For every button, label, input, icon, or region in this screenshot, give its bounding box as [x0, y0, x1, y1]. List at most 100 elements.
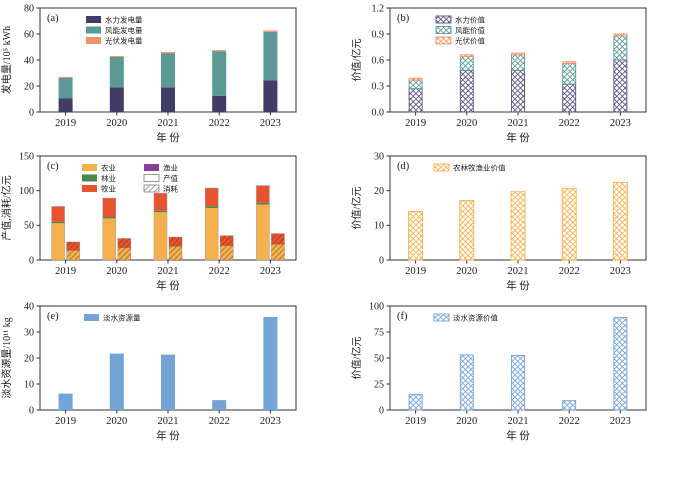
bar-segment — [408, 211, 424, 261]
x-axis-label: 年 份 — [156, 131, 180, 144]
legend-label: 林业 — [101, 173, 116, 183]
legend-label: 消耗 — [163, 184, 178, 194]
bar-segment — [154, 212, 167, 260]
bar-segment — [459, 54, 474, 57]
bar-segment — [66, 241, 80, 251]
y-tick-label: 1.2 — [372, 3, 385, 14]
legend: 淡水资源价值 — [433, 313, 498, 323]
bar-segment — [168, 236, 183, 247]
chart-panel-b: 0.0 0.3 0.6 0.9 1.2 2019 2020 2021 2022 2023 价值/亿元… — [350, 0, 700, 150]
bar-segment — [212, 50, 227, 52]
axes: 0 25 50 75 100 2019 2020 2021 2022 2023 价值/亿元年 份 — [350, 301, 647, 442]
legend-label: 淡水资源量 — [103, 313, 141, 323]
x-tick-label: 2021 — [158, 118, 179, 129]
y-axis-label: 价值/亿元 — [350, 337, 363, 380]
bar-segment — [102, 218, 116, 260]
x-tick-label: 2020 — [106, 416, 127, 427]
bar-segment — [408, 393, 423, 411]
bar-segment — [58, 77, 73, 99]
bar-segment — [511, 354, 525, 411]
axes: 0 10 20 30 40 2019 2020 2021 2022 2023 淡水资源量/10¹¹ … — [0, 301, 297, 442]
x-axis-label: 年 份 — [506, 429, 530, 442]
bar-segment — [212, 51, 227, 96]
bar-segment — [212, 95, 227, 112]
x-tick-label: 2021 — [508, 416, 529, 427]
chart-panel-f: 0 25 50 75 100 2019 2020 2021 2022 2023 价值/亿元年 份 (f… — [350, 298, 700, 448]
y-tick-label: 25 — [374, 379, 384, 390]
legend-label: 渔业 — [163, 163, 178, 173]
x-tick-label: 2021 — [158, 416, 179, 427]
y-axis-label: 淡水资源量/10¹¹ kg — [0, 317, 13, 398]
x-axis-label: 年 份 — [156, 429, 180, 442]
x-tick-label: 2022 — [559, 266, 580, 277]
bar-segment — [256, 202, 270, 205]
x-tick-label: 2022 — [209, 416, 230, 427]
x-axis-label: 年 份 — [506, 279, 530, 292]
bar-segment — [51, 223, 65, 260]
bars — [408, 33, 628, 113]
bar-segment — [263, 80, 278, 112]
chart-c-svg: 0 50 100 150 2019 2020 2021 2022 2023 产值,消耗/亿元年 份… — [0, 151, 297, 292]
bar-segment — [511, 52, 525, 56]
y-tick-label: 50 — [374, 353, 384, 364]
y-tick-label: 150 — [19, 151, 34, 162]
x-tick-label: 2022 — [209, 266, 230, 277]
chart-panel-e: 0 10 20 30 40 2019 2020 2021 2022 2023 淡水资源量/10¹¹ … — [0, 298, 350, 448]
y-tick-label: 50 — [24, 221, 34, 232]
bars — [408, 316, 628, 411]
bar-segment — [271, 233, 285, 245]
bar-segment — [117, 238, 132, 248]
legend-label: 风能发电量 — [105, 25, 143, 35]
bar-segment — [51, 221, 65, 224]
y-tick-label: 100 — [369, 301, 384, 312]
bar-segment — [51, 206, 65, 222]
y-tick-label: 0 — [379, 255, 384, 266]
bar-segment — [510, 191, 526, 261]
bar-segment — [102, 198, 116, 218]
bar-segment — [562, 61, 577, 64]
bar-segment — [109, 353, 124, 410]
y-tick-label: 0 — [379, 405, 384, 416]
y-tick-label: 10 — [24, 379, 34, 390]
x-tick-label: 2020 — [456, 266, 477, 277]
x-tick-label: 2023 — [610, 266, 631, 277]
x-tick-label: 2019 — [405, 416, 426, 427]
x-tick-label: 2023 — [260, 266, 281, 277]
y-tick-label: 75 — [374, 327, 384, 338]
y-axis-label: 发电量/10⁵ kWh — [0, 26, 13, 94]
chart-panel-c: 0 50 100 150 2019 2020 2021 2022 2023 产值,消耗/亿元年 份… — [0, 148, 350, 298]
legend-label: 农林牧渔业价值 — [453, 163, 506, 173]
bar-segment — [219, 235, 234, 246]
bar-segment — [263, 31, 278, 81]
y-tick-label: 10 — [374, 221, 384, 232]
bar-segment — [613, 33, 628, 37]
legend-label: 水力发电量 — [105, 15, 143, 25]
x-tick-label: 2023 — [610, 118, 631, 129]
x-tick-label: 2021 — [508, 118, 529, 129]
x-tick-label: 2020 — [456, 416, 477, 427]
bar-segment — [613, 316, 628, 411]
y-tick-label: 20 — [374, 186, 384, 197]
bar-segment — [612, 181, 628, 261]
panel-label: (c) — [47, 161, 59, 172]
y-axis-label: 价值/亿元 — [350, 187, 363, 230]
bar-segment — [408, 77, 423, 81]
x-tick-label: 2023 — [260, 416, 281, 427]
x-tick-label: 2021 — [508, 266, 529, 277]
x-axis-label: 年 份 — [506, 131, 530, 144]
legend-label: 淡水资源价值 — [453, 313, 498, 323]
chart-e-svg: 0 10 20 30 40 2019 2020 2021 2022 2023 淡水资源量/10¹¹ … — [0, 301, 297, 442]
y-axis-label: 价值/亿元 — [350, 39, 363, 82]
bar-segment — [109, 87, 124, 112]
bars — [51, 185, 285, 261]
y-tick-label: 40 — [24, 301, 34, 312]
bar-segment — [161, 52, 175, 54]
bar-segment — [205, 206, 219, 208]
bar-segment — [205, 208, 219, 260]
bar-segment — [205, 188, 219, 207]
chart-panel-d: 0 10 20 30 2019 2020 2021 2022 2023 价值/亿元年 份 (d) 农林… — [350, 148, 700, 298]
